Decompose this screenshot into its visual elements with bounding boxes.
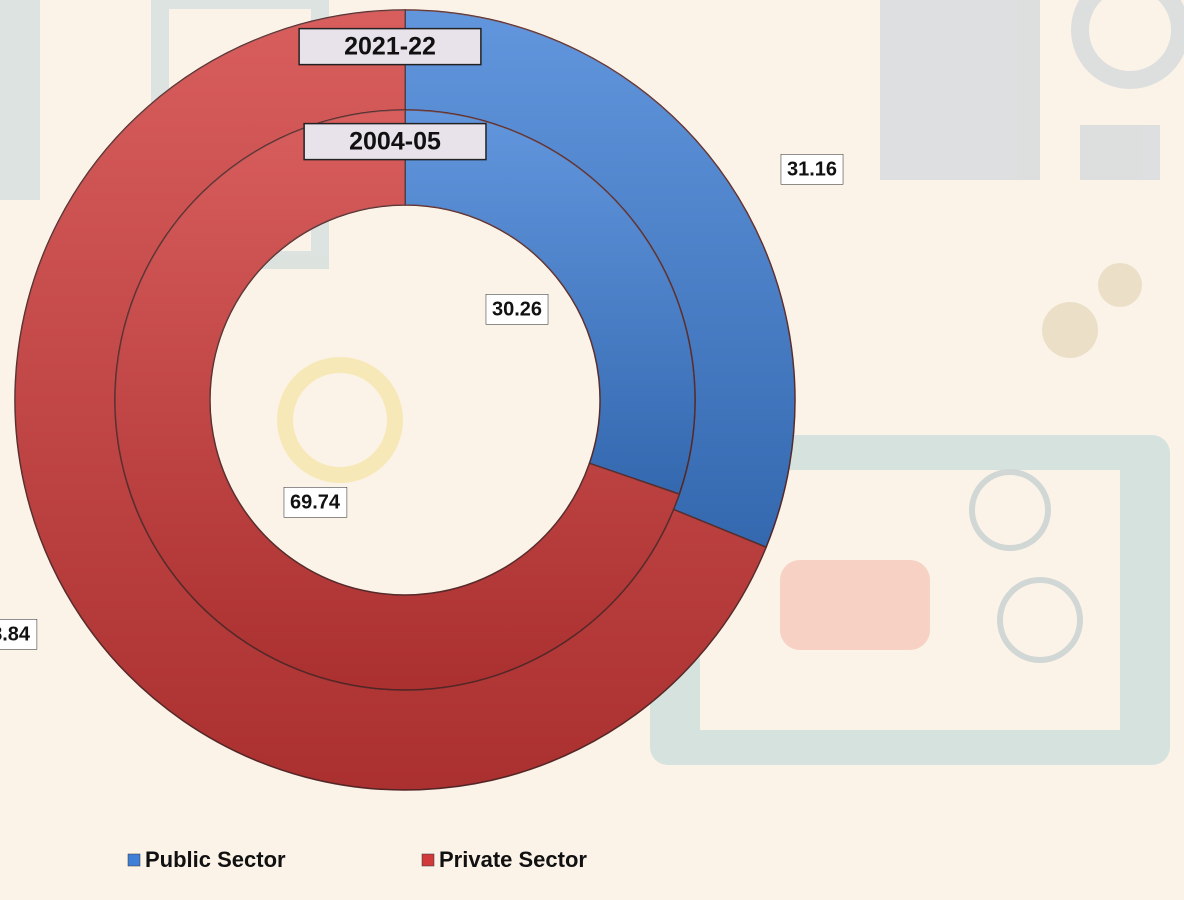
slice-shade	[114, 110, 680, 690]
value-label-box	[780, 154, 844, 185]
quote-icon	[780, 560, 930, 650]
value-label-box	[0, 619, 38, 650]
bank-icon	[880, 0, 1040, 180]
legend-swatch	[421, 853, 435, 867]
laptop-icon	[650, 435, 1170, 765]
info-icon	[969, 469, 1051, 551]
mail-icon	[1080, 125, 1160, 180]
person-icon	[0, 0, 40, 200]
legend-swatch	[127, 853, 141, 867]
gear-icon	[1042, 302, 1098, 358]
value-label: 31.16	[787, 158, 837, 180]
series-name-label-box	[303, 122, 487, 161]
value-label-box	[485, 294, 549, 325]
legend-label: Public Sector	[145, 847, 286, 872]
at-icon	[1071, 0, 1184, 89]
value-label-box	[283, 487, 348, 518]
slice-shade	[405, 110, 695, 495]
value-label: 68.84	[0, 623, 31, 645]
value-label: 30.26	[492, 298, 542, 320]
globe-icon	[997, 577, 1083, 663]
value-label: 69.74	[290, 491, 341, 513]
series-name-label: 2004-05	[349, 128, 441, 156]
series-name-label-box	[298, 27, 482, 66]
gear-icon	[1098, 263, 1142, 307]
series-name-label: 2021-22	[344, 33, 436, 61]
legend-label: Private Sector	[439, 847, 587, 872]
slice-shade	[405, 10, 795, 548]
clock-icon	[277, 357, 403, 483]
